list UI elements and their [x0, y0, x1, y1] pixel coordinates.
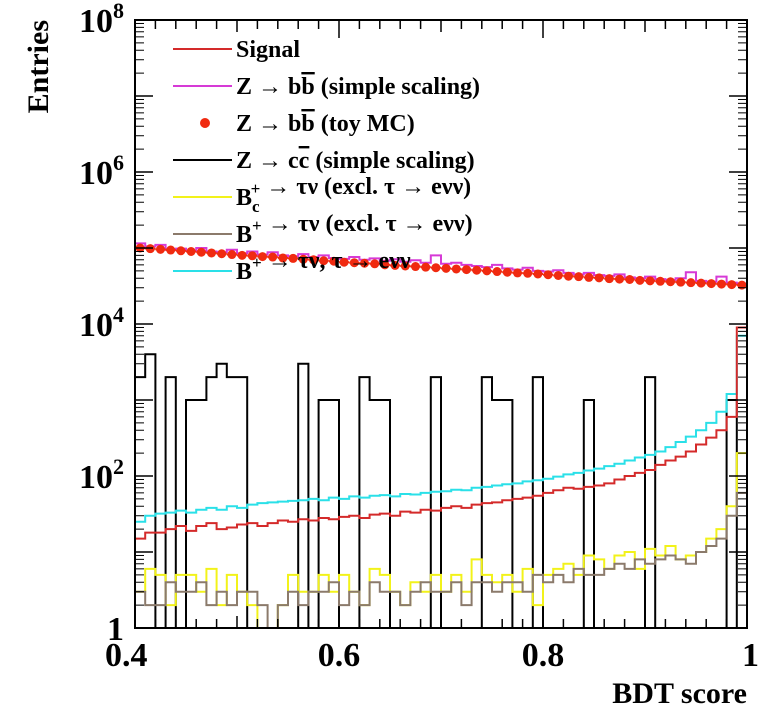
series-5-histogram-line — [134, 491, 748, 629]
y-tick-label: 102 — [79, 454, 124, 496]
y-tick-labels: 1 102 104 106 108 — [79, 0, 124, 648]
legend-item: Z → bb (toy MC) — [200, 111, 415, 137]
data-point — [543, 270, 553, 280]
data-point — [258, 252, 267, 262]
data-point — [533, 269, 543, 279]
data-point — [207, 248, 216, 258]
data-point — [217, 249, 227, 259]
data-point — [645, 276, 655, 286]
data-layer — [134, 242, 748, 629]
data-point — [594, 273, 604, 283]
data-point — [482, 266, 492, 276]
legend-item: Signal — [173, 37, 300, 63]
data-point — [706, 279, 716, 289]
legend-label: Z → cc (simple scaling) — [236, 148, 475, 174]
data-point — [166, 245, 176, 255]
data-point — [686, 278, 696, 288]
data-point — [339, 257, 349, 267]
data-point — [196, 247, 206, 257]
legend-label: Bc+ → τν (excl. τ → eνν) — [236, 174, 471, 216]
data-point — [156, 244, 165, 254]
data-point — [451, 264, 461, 274]
data-point — [411, 262, 420, 272]
series-1-histogram-line — [134, 242, 748, 628]
legend-item: Z → cc (simple scaling) — [173, 148, 475, 174]
data-point — [421, 262, 431, 272]
legend-label: Z → bb (toy MC) — [236, 111, 415, 137]
data-point — [635, 275, 645, 285]
x-tick-label: 0.6 — [318, 637, 361, 674]
data-point — [380, 260, 390, 270]
data-point — [462, 265, 471, 275]
data-point — [400, 261, 410, 271]
data-point — [492, 267, 502, 277]
y-tick-label: 1 — [107, 611, 124, 648]
legend: Signal Z → bb (simple scaling) Z → bb (toy… — [173, 37, 480, 285]
data-point — [604, 274, 614, 284]
data-point — [319, 256, 329, 266]
data-point — [309, 255, 318, 265]
y-tick-label: 106 — [79, 150, 124, 192]
data-point — [441, 263, 451, 273]
data-point — [298, 254, 308, 264]
data-point — [625, 275, 635, 285]
legend-item: B+ → τν (excl. τ → eνν) — [173, 211, 473, 248]
data-point — [717, 279, 726, 289]
data-point — [666, 277, 675, 287]
data-point — [553, 270, 563, 280]
x-axis-label: BDT score — [612, 677, 747, 710]
data-point — [176, 246, 186, 256]
data-point — [237, 250, 247, 260]
data-point — [676, 277, 686, 287]
legend-label: B+ → τν, τ → eνν — [236, 248, 411, 285]
data-point — [227, 250, 237, 260]
data-point — [349, 258, 359, 268]
legend-label: Signal — [236, 37, 300, 63]
data-point — [737, 280, 747, 290]
data-point — [615, 274, 624, 284]
x-tick-label: 0.8 — [522, 637, 565, 674]
data-point — [431, 263, 441, 273]
y-tick-label: 104 — [79, 302, 124, 344]
x-tick-labels: 0.4 0.6 0.8 1 — [105, 637, 759, 674]
series-0-histogram-line — [134, 326, 748, 628]
x-tick-label: 0.4 — [105, 637, 148, 674]
data-point — [584, 272, 594, 282]
legend-label: B+ → τν (excl. τ → eνν) — [236, 211, 473, 248]
data-point — [268, 252, 278, 262]
legend-label: Z → bb (simple scaling) — [236, 74, 480, 100]
data-point — [247, 251, 257, 261]
y-axis-label: Entries — [22, 20, 55, 113]
data-point — [513, 268, 522, 278]
data-point — [278, 253, 288, 263]
data-point — [370, 259, 380, 269]
data-point — [655, 276, 665, 286]
x-tick-label: 1 — [742, 637, 759, 674]
data-point — [564, 271, 573, 281]
data-point — [186, 246, 196, 256]
series-2-points — [135, 243, 747, 290]
series-6-histogram-line — [134, 334, 748, 628]
data-point — [727, 280, 737, 290]
y-tick-label: 108 — [79, 0, 124, 40]
legend-item: Z → bb (simple scaling) — [173, 74, 480, 100]
data-point — [288, 253, 298, 263]
legend-item: B+ → τν, τ → eνν — [173, 248, 411, 285]
data-point — [390, 260, 400, 270]
data-point — [472, 265, 482, 275]
legend-marker — [200, 118, 210, 128]
data-point — [574, 272, 584, 282]
data-point — [696, 278, 706, 288]
ticks-layer — [134, 19, 748, 629]
data-point — [360, 258, 369, 268]
data-point — [523, 268, 533, 278]
data-point — [502, 267, 512, 277]
legend-item: Bc+ → τν (excl. τ → eνν) — [173, 174, 471, 216]
data-point — [329, 256, 339, 266]
